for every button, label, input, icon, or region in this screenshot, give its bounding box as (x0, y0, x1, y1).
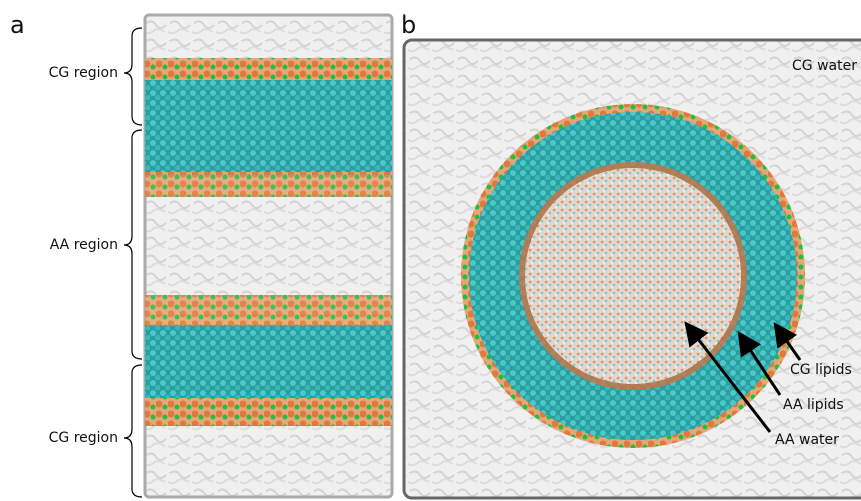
membrane-slab (145, 15, 392, 497)
annotation: CG lipids (790, 362, 852, 378)
region-label: CG region (49, 65, 118, 81)
panel-label: a (10, 11, 25, 39)
panel-label: b (401, 11, 416, 39)
annotation: CG water (792, 58, 857, 74)
region-label: CG region (49, 430, 118, 446)
vesicle-box (404, 40, 861, 498)
region-label: AA region (50, 237, 118, 253)
annotation: AA lipids (783, 397, 844, 413)
annotation: AA water (775, 432, 839, 448)
figure: a CG region AA region CG region b CG wat… (0, 0, 861, 501)
region-braces (124, 28, 142, 497)
